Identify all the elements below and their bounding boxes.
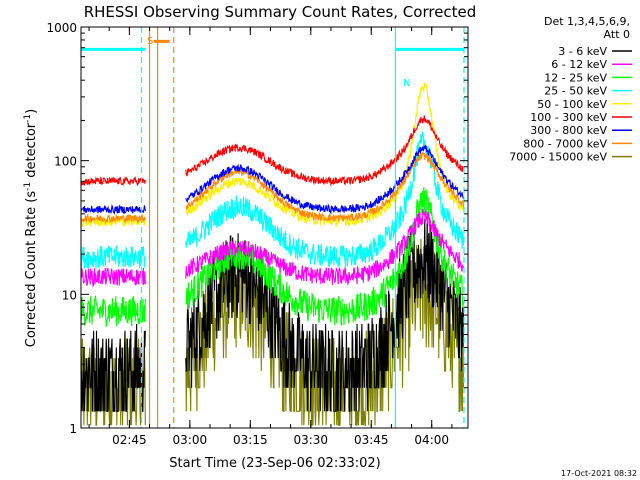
axis-layer: 02:45 03:00 03:15 03:30 03:45 04:00 1 10 100 1000 — [46, 21, 468, 447]
y-tick-label-3: 1000 — [46, 21, 77, 35]
y-tick-label-2: 100 — [54, 155, 77, 169]
flag-layer — [81, 39, 464, 51]
series-line-1-segment-0 — [81, 267, 146, 288]
x-tick-label-5: 04:00 — [414, 433, 449, 447]
series-line-6-segment-0 — [81, 203, 146, 215]
x-tick-label-2: 03:15 — [233, 433, 268, 447]
series-line-6-segment-1 — [185, 144, 465, 215]
y-axis-label: Corrected Count Rate (s-1 detector-1) — [23, 109, 39, 347]
x-tick-label-0: 02:45 — [112, 433, 147, 447]
series-line-2-segment-0 — [81, 295, 146, 328]
series-line-0-segment-1 — [185, 217, 465, 412]
legend-entry-label-1: 6 - 12 keV — [551, 58, 607, 71]
legend-entry-label-4: 50 - 100 keV — [537, 98, 607, 111]
series-line-3-segment-0 — [81, 245, 146, 269]
legend-entry-label-6: 300 - 800 keV — [530, 124, 607, 137]
y-axis-label-sup2: -1 — [23, 114, 33, 123]
chart-title: RHESSI Observing Summary Count Rates, Co… — [84, 3, 477, 21]
y-tick-label-1: 10 — [62, 288, 77, 302]
x-tick-label-3: 03:30 — [293, 433, 328, 447]
legend-entry-label-2: 12 - 25 keV — [544, 71, 607, 84]
series-layer — [81, 82, 465, 426]
series-line-7-segment-0 — [81, 213, 146, 225]
y-tick-label-0: 1 — [69, 422, 77, 436]
y-axis-label-mid: detector — [24, 122, 39, 182]
flag-symbol-night: N — [403, 78, 410, 89]
legend-entry-label-0: 3 - 6 keV — [558, 45, 607, 58]
legend-entry-label-3: 25 - 50 keV — [544, 85, 607, 98]
legend-header-attenuator: Att 0 — [604, 28, 630, 41]
series-line-5-segment-1 — [185, 115, 465, 187]
y-axis-label-main: Corrected Count Rate (s — [24, 191, 39, 348]
legend-entry-label-8: 7000 - 15000 keV — [509, 151, 607, 164]
y-axis-label-end: ) — [24, 109, 39, 114]
series-line-0-segment-0 — [81, 323, 146, 412]
legend-entry-label-7: 800 - 7000 keV — [523, 137, 607, 150]
x-tick-label-1: 03:00 — [173, 433, 208, 447]
legend-entry-label-5: 100 - 300 keV — [530, 111, 607, 124]
footer-timestamp: 17-Oct-2021 08:32 — [561, 469, 637, 478]
plot-frame — [80, 26, 469, 429]
y-axis-label-sup1: -1 — [23, 182, 33, 191]
flag-symbol-saa: S — [147, 36, 153, 47]
x-tick-label-4: 03:45 — [354, 433, 389, 447]
series-line-4-segment-0 — [81, 215, 146, 228]
marker-layer — [140, 27, 465, 428]
series-line-1-segment-1 — [185, 208, 465, 286]
series-line-5-segment-0 — [81, 175, 146, 187]
x-axis-label: Start Time (23-Sep-06 02:33:02) — [169, 456, 380, 471]
series-line-7-segment-1 — [185, 152, 465, 223]
legend-header-detectors: Det 1,3,4,5,6,9, — [544, 15, 630, 28]
